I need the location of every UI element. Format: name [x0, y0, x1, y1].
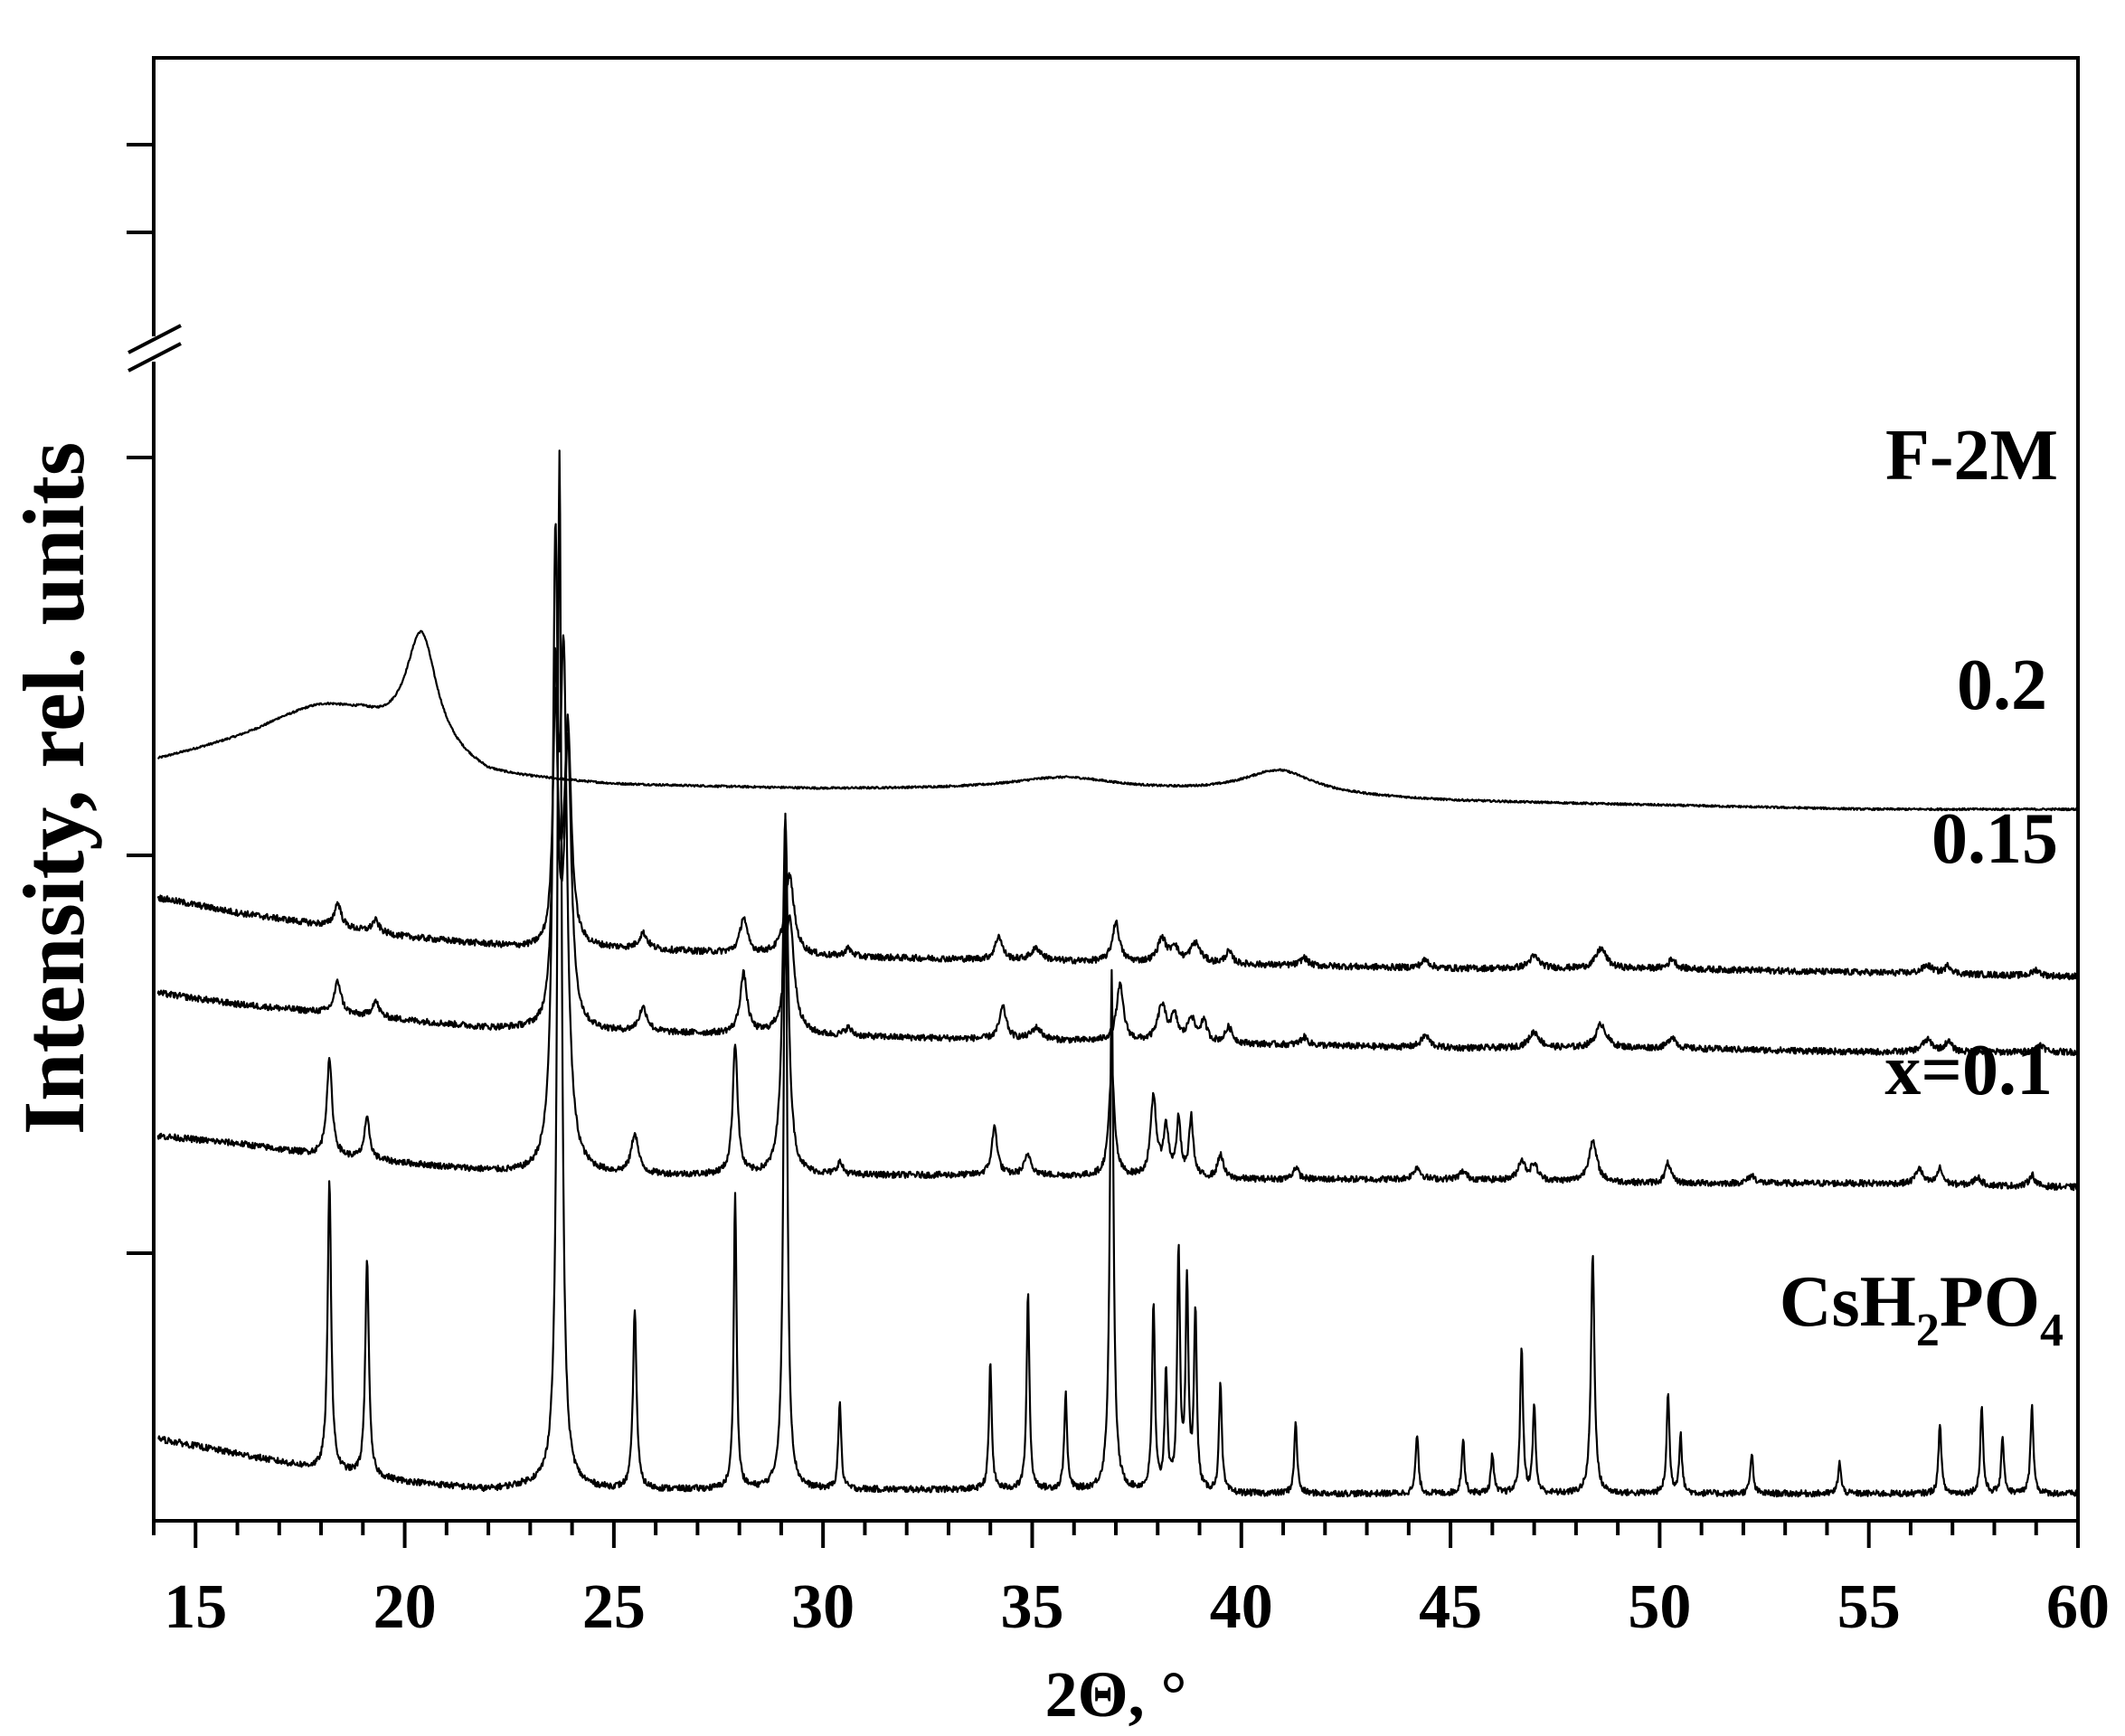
formula-sub-2: 2 — [1916, 1305, 1940, 1356]
x-tick-label: 25 — [582, 1572, 646, 1642]
x-tick-label: 35 — [1000, 1572, 1063, 1642]
y-axis-ticks — [127, 143, 156, 1255]
y-axis-break — [128, 324, 182, 373]
formula-part-po: PO — [1940, 1262, 2040, 1342]
series-labels: F-2M 0.2 0.15 x=0.1 CsH2PO4 — [1780, 416, 2064, 1356]
series-line-csh2po4 — [157, 449, 2079, 1498]
x-tick-label: 55 — [1837, 1572, 1901, 1642]
axes: 15 20 25 30 35 40 45 50 55 60 2Θ, ° Intensity, re… — [5, 56, 2110, 1731]
x-tick-label: 15 — [164, 1572, 227, 1642]
x-tick-label: 20 — [373, 1572, 437, 1642]
x-tick-label: 40 — [1210, 1572, 1273, 1642]
axis-break-mark — [128, 342, 182, 373]
series-label-f2m: F-2M — [1885, 416, 2058, 495]
x-tick-label: 50 — [1628, 1572, 1691, 1642]
x-axis-ticks — [152, 1521, 2080, 1548]
formula-part-csh: CsH — [1780, 1262, 1916, 1342]
formula-sub-4: 4 — [2040, 1305, 2064, 1356]
series-label-csh2po4: CsH2PO4 — [1780, 1262, 2064, 1356]
series-line-0-2 — [156, 686, 2078, 981]
x-axis-title: 2Θ, ° — [1045, 1658, 1187, 1731]
y-axis-title: Intensity, rel. units — [5, 442, 102, 1135]
series-line-0-15 — [156, 646, 2079, 1056]
x-tick-labels: 15 20 25 30 35 40 45 50 55 60 — [164, 1572, 2110, 1642]
series-line-f-2m — [156, 629, 2078, 812]
axis-break-mark — [128, 324, 182, 354]
series-layer — [156, 449, 2079, 1498]
x-tick-label: 45 — [1419, 1572, 1482, 1642]
series-label-x-0-1: x=0.1 — [1884, 1031, 2053, 1110]
series-label-0-2: 0.2 — [1957, 646, 2047, 725]
x-tick-label: 30 — [791, 1572, 855, 1642]
series-label-0-15: 0.15 — [1931, 799, 2058, 879]
x-tick-label: 60 — [2046, 1572, 2110, 1642]
series-line-x-0-1 — [156, 523, 2078, 1192]
